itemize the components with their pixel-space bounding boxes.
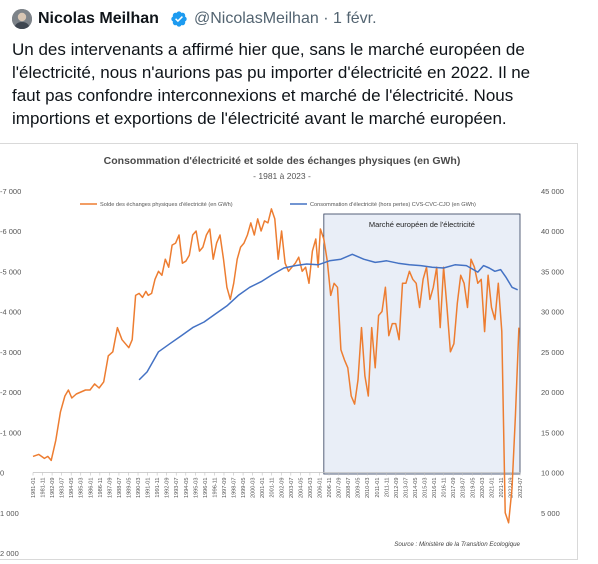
right-tick-label: 35 000 bbox=[541, 267, 564, 276]
x-tick-label: 2016-01 bbox=[432, 478, 438, 499]
x-tick-label: 2018-07 bbox=[461, 478, 467, 499]
right-tick-label: 5 000 bbox=[541, 509, 560, 518]
x-tick-label: 2009-05 bbox=[356, 478, 362, 499]
chart-subtitle: - 1981 à 2023 - bbox=[253, 171, 311, 181]
chart-series bbox=[32, 208, 520, 524]
left-tick-label: -4 000 bbox=[0, 308, 21, 317]
x-tick-label: 1981-01 bbox=[31, 478, 37, 499]
x-tick-label: 1981-11 bbox=[41, 478, 47, 498]
x-tick-label: 1990-03 bbox=[136, 478, 142, 499]
x-tick-label: 1982-09 bbox=[50, 478, 56, 499]
x-tick-label: 1998-07 bbox=[232, 478, 238, 499]
x-tick-label: 2016-11 bbox=[442, 478, 448, 498]
legend-label-blue: Consommation d'électricité (hors pertes)… bbox=[310, 202, 476, 208]
x-tick-label: 2017-09 bbox=[451, 478, 457, 499]
right-tick-label: 20 000 bbox=[541, 388, 564, 397]
annotation-label: Marché européen de l'électricité bbox=[369, 220, 475, 229]
x-tick-label: 1995-03 bbox=[193, 478, 199, 499]
right-tick-label: 15 000 bbox=[541, 428, 564, 437]
tweet-header: Nicolas Meilhan @NicolasMeilhan · 1 févr… bbox=[0, 0, 598, 36]
right-tick-label: 30 000 bbox=[541, 308, 564, 317]
chart-title: Consommation d'électricité et solde des … bbox=[104, 155, 461, 167]
x-tick-label: 2013-07 bbox=[403, 478, 409, 499]
author-name[interactable]: Nicolas Meilhan bbox=[38, 10, 159, 27]
right-tick-label: 45 000 bbox=[541, 187, 564, 196]
left-tick-label: 1 000 bbox=[0, 509, 19, 518]
right-tick-label: 40 000 bbox=[541, 227, 564, 236]
chart-source: Source : Ministère de la Transition Ecol… bbox=[394, 541, 520, 548]
x-tick-label: 2012-09 bbox=[394, 478, 400, 499]
annotation-box: Marché européen de l'électricité bbox=[323, 213, 521, 475]
x-tick-label: 1984-05 bbox=[69, 478, 75, 499]
tweet-text-line: Un des intervenants a affirmé hier que, … bbox=[12, 40, 525, 59]
x-tick-label: 2011-11 bbox=[384, 478, 390, 498]
x-tick-label: 1985-03 bbox=[79, 478, 85, 499]
avatar[interactable] bbox=[12, 9, 32, 29]
x-tick-label: 1989-05 bbox=[126, 478, 132, 499]
x-tick-label: 2003-07 bbox=[289, 478, 295, 499]
x-tick-label: 2001-01 bbox=[260, 478, 266, 499]
x-tick-label: 1999-05 bbox=[241, 478, 247, 499]
x-tick-label: 2019-05 bbox=[470, 478, 476, 499]
right-tick-label: 10 000 bbox=[541, 469, 564, 478]
x-tick-label: 2011-01 bbox=[375, 478, 381, 498]
x-tick-label: 2004-05 bbox=[298, 478, 304, 499]
tweet-text: Un des intervenants a affirmé hier que, … bbox=[12, 38, 592, 130]
x-tick-label: 1983-07 bbox=[60, 478, 66, 499]
x-tick-label: 2006-11 bbox=[327, 478, 333, 498]
x-tick-label: 1991-01 bbox=[146, 478, 152, 499]
x-tick-label: 2021-01 bbox=[489, 477, 495, 498]
legend-label-orange: Solde des échanges physiques d'électrici… bbox=[100, 202, 233, 208]
left-tick-label: -2 000 bbox=[0, 388, 21, 397]
x-tick-label: 1986-01 bbox=[88, 478, 94, 499]
x-tick-label: 1988-07 bbox=[117, 478, 123, 499]
right-tick-label: 25 000 bbox=[541, 348, 564, 357]
x-tick-label: 1993-07 bbox=[174, 478, 180, 499]
x-tick-label: 2014-05 bbox=[413, 478, 419, 499]
x-tick-label: 2010-03 bbox=[365, 478, 371, 499]
tweet-text-line: importions et exportions de l'électricit… bbox=[12, 109, 507, 128]
left-tick-label: -5 000 bbox=[0, 267, 21, 276]
x-tick-label: 2020-03 bbox=[480, 478, 486, 499]
left-tick-label: -7 000 bbox=[0, 187, 21, 196]
x-tick-label: 2007-09 bbox=[337, 478, 343, 499]
x-tick-label: 2002-09 bbox=[279, 478, 285, 499]
x-tick-label: 2001-11 bbox=[270, 478, 276, 498]
x-axis: 1981-01 1981-11 1982-09 1983-07 1984-05 1985-… bbox=[31, 472, 524, 499]
author-handle[interactable]: @NicolasMeilhan bbox=[194, 10, 319, 27]
tweet-date[interactable]: 1 févr. bbox=[332, 10, 377, 27]
chart-svg: Consommation d'électricité et solde des … bbox=[0, 155, 564, 558]
separator-dot: · bbox=[323, 10, 329, 27]
x-tick-label: 1992-09 bbox=[165, 478, 171, 499]
x-tick-label: 2008-07 bbox=[346, 478, 352, 499]
left-tick-label: 2 000 bbox=[0, 549, 19, 558]
x-tick-label: 2006-01 bbox=[317, 478, 323, 499]
x-tick-label: 2000-03 bbox=[251, 478, 257, 499]
x-tick-label: 2021-11 bbox=[499, 478, 505, 498]
left-axis: -7 000 -6 000 -5 000 -4 000 -3 000 -2 000 -1 0… bbox=[0, 187, 21, 558]
x-tick-label: 1987-09 bbox=[107, 478, 113, 499]
chart-legend: Solde des échanges physiques d'électrici… bbox=[80, 202, 476, 208]
right-axis: 45 000 40 000 35 000 30 000 25 000 20 000 15 0… bbox=[541, 187, 564, 518]
verified-badge-icon bbox=[170, 10, 188, 28]
handle-and-date: @NicolasMeilhan · 1 févr. bbox=[194, 10, 377, 28]
x-tick-label: 1986-11 bbox=[98, 478, 104, 498]
x-tick-label: 1997-09 bbox=[222, 478, 228, 499]
left-tick-label: 0 bbox=[0, 469, 4, 478]
x-tick-label: 2005-03 bbox=[308, 478, 314, 499]
x-tick-label: 1994-05 bbox=[184, 478, 190, 499]
left-tick-label: -1 000 bbox=[0, 428, 21, 437]
left-tick-label: -3 000 bbox=[0, 348, 21, 357]
x-tick-label: 1991-11 bbox=[155, 478, 161, 498]
series-line-consommation bbox=[138, 253, 519, 381]
left-tick-label: -6 000 bbox=[0, 227, 21, 236]
x-tick-label: 2023-07 bbox=[518, 478, 524, 499]
x-tick-label: 1996-01 bbox=[203, 478, 209, 499]
x-tick-label: 1996-11 bbox=[212, 478, 218, 498]
tweet-text-line: faut pas confondre interconnexions et ma… bbox=[12, 86, 514, 105]
chart-image[interactable]: Consommation d'électricité et solde des … bbox=[0, 143, 578, 560]
tweet-text-line: l'électricité, nous n'aurions pas pu imp… bbox=[12, 63, 531, 82]
x-tick-label: 2015-03 bbox=[423, 478, 429, 499]
